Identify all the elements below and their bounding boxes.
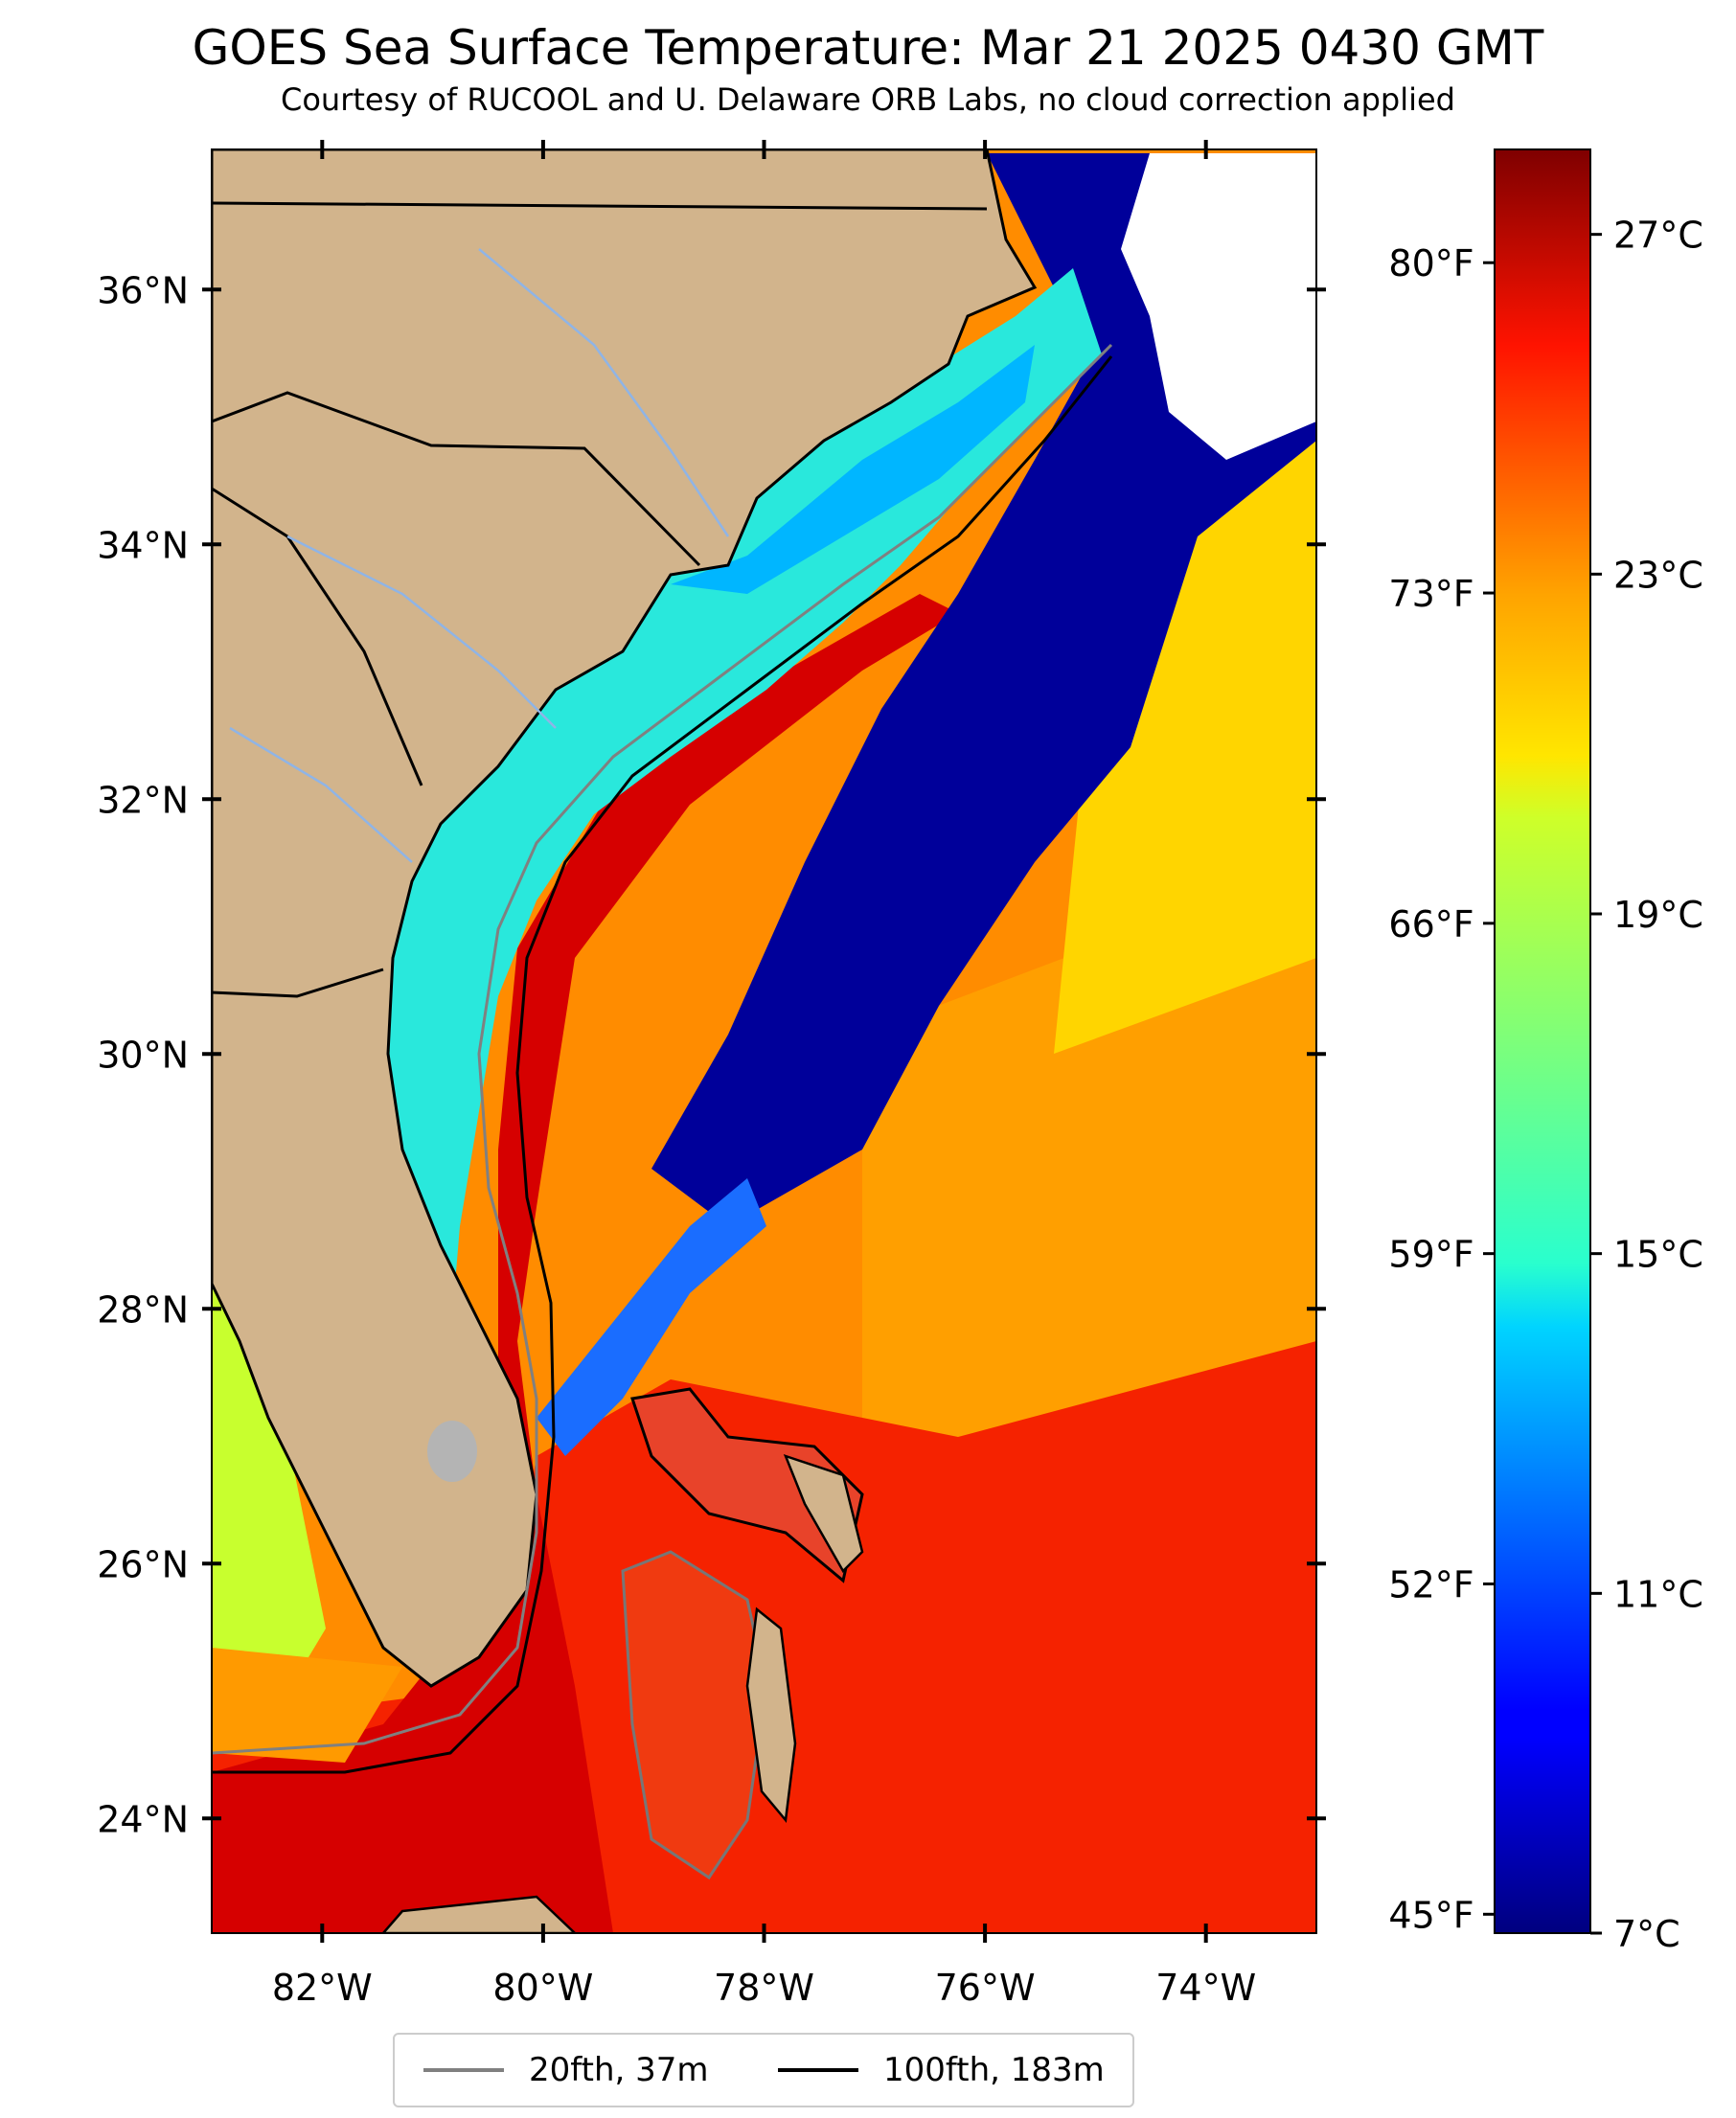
florida-bay-cool (212, 1648, 402, 1763)
lat-tick-label: 26°N (97, 1543, 189, 1585)
no-data-area (1121, 153, 1316, 460)
lat-tick-label: 24°N (97, 1798, 189, 1840)
legend-item-100fth: 100fth, 183m (778, 2035, 1105, 2106)
fahrenheit-tick-label: 59°F (1388, 1234, 1473, 1276)
legend-label-20fth: 20fth, 37m (529, 2051, 709, 2089)
us-mainland (212, 149, 1038, 1688)
fahrenheit-axis: 80°F 73°F 66°F 59°F 52°F 45°F (1388, 242, 1495, 1936)
lon-tick-label: 74°W (1155, 1967, 1256, 2009)
lon-tick-label: 82°W (272, 1967, 373, 2009)
bahamas-island (745, 1606, 797, 1824)
lat-tick-label: 36°N (97, 269, 189, 311)
lon-tick-label: 80°W (492, 1967, 593, 2009)
state-border-nc-sc (212, 391, 701, 567)
lon-tick-label: 76°W (935, 1967, 1036, 2009)
colorbar-tick-label: 23°C (1613, 554, 1703, 596)
isobath-100fth (212, 355, 1113, 1774)
fahrenheit-tick-label: 80°F (1388, 242, 1473, 285)
isobath-20fth (212, 343, 1113, 1755)
cold-filament-south (537, 1178, 766, 1456)
lat-tick-label: 28°N (97, 1288, 189, 1331)
cuba-coast (381, 1895, 577, 1933)
state-border-ga-fl (212, 968, 384, 998)
inner-shelf-blue (671, 345, 1035, 594)
lat-tick-label: 34°N (97, 524, 189, 566)
longitude-axis: 82°W 80°W 78°W 76°W 74°W (272, 140, 1256, 2009)
bahamas-bank-south (621, 1550, 768, 1880)
state-border-sc-ga (212, 487, 423, 786)
legend-label-100fth: 100fth, 183m (883, 2051, 1105, 2089)
fahrenheit-tick-label: 66°F (1388, 903, 1473, 945)
legend-swatch-20fth (423, 2068, 504, 2072)
fahrenheit-tick-label: 45°F (1388, 1894, 1473, 1936)
river (229, 726, 413, 863)
colorbar-tick-label: 19°C (1613, 894, 1703, 936)
river (286, 535, 557, 729)
gulf-stream-core (212, 594, 958, 1933)
river (478, 248, 730, 537)
colorbar-tick-label: 7°C (1613, 1913, 1680, 1955)
cold-slope-water (651, 153, 1316, 1226)
legend-item-20fth: 20fth, 37m (423, 2035, 709, 2106)
colorbar-tick-label: 11°C (1613, 1573, 1703, 1615)
fahrenheit-tick-label: 73°F (1388, 573, 1473, 615)
map-panel (212, 149, 1316, 1933)
colorbar-ticks: 27°C 23°C 19°C 15°C 11°C 7°C (1590, 215, 1703, 1955)
lake-okeechobee (427, 1421, 477, 1482)
lat-tick-label: 32°N (97, 779, 189, 821)
lon-tick-label: 78°W (714, 1967, 814, 2009)
colorbar (1494, 148, 1591, 1934)
map-subtitle: Courtesy of RUCOOL and U. Delaware ORB L… (281, 81, 1455, 118)
state-border-va-nc (212, 201, 988, 211)
fahrenheit-tick-label: 52°F (1388, 1563, 1473, 1606)
legend: 20fth, 37m 100fth, 183m (393, 2033, 1134, 2107)
colorbar-tick-label: 15°C (1613, 1234, 1703, 1276)
legend-swatch-100fth (778, 2068, 858, 2072)
map-title: GOES Sea Surface Temperature: Mar 21 202… (192, 20, 1544, 76)
bahamas-island (783, 1453, 864, 1574)
lat-tick-label: 30°N (97, 1034, 189, 1076)
latitude-axis: 24°N 26°N 28°N 30°N 32°N 34°N 36°N (97, 269, 1326, 1840)
colorbar-tick-label: 27°C (1613, 215, 1703, 257)
